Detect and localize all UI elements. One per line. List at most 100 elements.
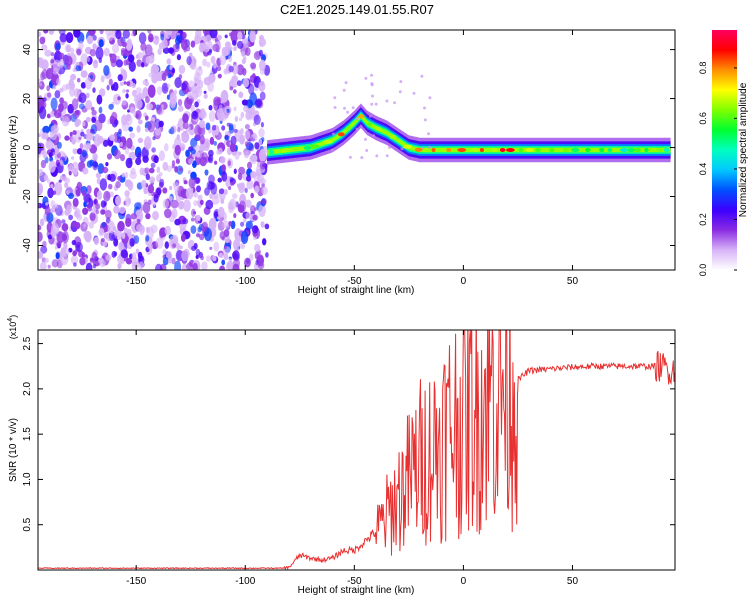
noise-blob bbox=[39, 218, 45, 227]
noise-blob bbox=[132, 89, 137, 97]
noise-blob bbox=[218, 252, 224, 258]
noise-blob bbox=[173, 182, 180, 192]
noise-blob bbox=[240, 242, 246, 250]
noise-blob bbox=[117, 74, 123, 82]
noise-blob bbox=[80, 53, 89, 66]
noise-blob bbox=[142, 79, 148, 86]
ridge-peak bbox=[423, 148, 430, 152]
noise-blob bbox=[75, 65, 82, 72]
noise-blob bbox=[186, 262, 194, 270]
noise-blob bbox=[73, 88, 81, 98]
noise-blob bbox=[181, 39, 188, 50]
noise-blob bbox=[121, 99, 127, 106]
noise-blob bbox=[205, 122, 211, 131]
noise-blob bbox=[187, 170, 192, 175]
colorbar-ticks: 0.0 0.2 0.4 0.6 0.8 bbox=[698, 62, 737, 276]
spectrogram-y-label: Frequency (Hz) bbox=[8, 116, 19, 185]
noise-blob bbox=[55, 252, 60, 260]
noise-blob bbox=[164, 208, 172, 219]
noise-blob bbox=[162, 198, 170, 209]
noise-blob bbox=[40, 159, 47, 169]
noise-blob bbox=[124, 147, 130, 155]
noise-blob bbox=[251, 225, 259, 234]
noise-blob bbox=[229, 143, 236, 153]
noise-blob bbox=[226, 260, 234, 270]
noise-blob bbox=[61, 116, 70, 127]
noise-blob bbox=[194, 101, 199, 108]
scatter-dot bbox=[428, 96, 432, 100]
noise-blob bbox=[135, 209, 144, 223]
noise-blob bbox=[221, 259, 226, 266]
noise-blob bbox=[250, 62, 257, 70]
noise-blob bbox=[196, 214, 201, 222]
noise-blob bbox=[63, 243, 68, 250]
noise-blob bbox=[122, 88, 127, 94]
noise-blob bbox=[233, 46, 237, 52]
noise-blob bbox=[153, 193, 159, 203]
noise-blob bbox=[228, 65, 234, 73]
noise-blob bbox=[227, 160, 231, 167]
noise-blob bbox=[228, 198, 237, 211]
noise-blob bbox=[58, 52, 65, 59]
noise-blob bbox=[233, 106, 237, 112]
noise-blob bbox=[41, 132, 49, 140]
noise-blob bbox=[254, 142, 260, 150]
noise-blob bbox=[233, 123, 236, 130]
noise-blob bbox=[72, 148, 78, 155]
noise-blob bbox=[176, 54, 181, 61]
noise-blob bbox=[83, 193, 91, 203]
noise-blob bbox=[216, 216, 220, 220]
noise-blob bbox=[238, 117, 243, 121]
colorbar: 0.0 0.2 0.4 0.6 0.8 Normalized spectral ampl… bbox=[698, 30, 749, 276]
scatter-dot bbox=[331, 132, 335, 136]
noise-blob bbox=[38, 203, 41, 208]
noise-blob bbox=[39, 261, 47, 270]
noise-blob bbox=[98, 39, 104, 48]
noise-blob bbox=[121, 172, 126, 178]
noise-blob bbox=[59, 159, 64, 166]
noise-blob bbox=[147, 30, 152, 34]
noise-blob bbox=[40, 245, 48, 254]
noise-blob bbox=[70, 135, 76, 145]
noise-blob bbox=[54, 90, 61, 99]
noise-blob bbox=[255, 259, 259, 266]
noise-blob bbox=[60, 254, 69, 266]
noise-blob bbox=[38, 82, 43, 87]
noise-blob bbox=[137, 251, 143, 259]
colorbar-tick-label: 0.6 bbox=[698, 112, 708, 125]
noise-blob bbox=[50, 52, 55, 57]
noise-blob bbox=[107, 220, 115, 234]
noise-blob bbox=[50, 111, 56, 118]
noise-blob bbox=[113, 119, 119, 126]
noise-blob bbox=[135, 98, 143, 110]
noise-blob bbox=[71, 98, 79, 110]
noise-blob bbox=[120, 67, 124, 73]
noise-blob bbox=[113, 149, 121, 160]
noise-blob bbox=[145, 127, 149, 133]
noise-blob bbox=[73, 30, 81, 38]
noise-blob bbox=[194, 76, 200, 84]
noise-blob bbox=[188, 158, 194, 165]
noise-blob bbox=[93, 236, 99, 246]
spectrogram-x-axis: -150 -100 -50 0 50 bbox=[126, 30, 578, 287]
scatter-dot bbox=[364, 137, 367, 141]
noise-blob bbox=[72, 68, 76, 73]
noise-blob bbox=[74, 118, 82, 126]
noise-blob bbox=[127, 38, 132, 44]
noise-blob bbox=[245, 211, 251, 220]
noise-blob bbox=[81, 150, 88, 158]
y-tick-label: 1.0 bbox=[22, 472, 33, 486]
noise-blob bbox=[53, 59, 61, 72]
noise-blob bbox=[89, 212, 96, 221]
noise-blob bbox=[117, 220, 125, 232]
x-tick-label: -50 bbox=[347, 276, 362, 287]
noise-blob bbox=[228, 186, 232, 190]
noise-blob bbox=[148, 243, 153, 251]
noise-blob bbox=[95, 172, 102, 179]
noise-blob bbox=[217, 34, 222, 41]
noise-blob bbox=[91, 251, 98, 261]
noise-blob bbox=[238, 166, 246, 175]
noise-blob bbox=[109, 173, 116, 182]
noise-blob bbox=[214, 130, 219, 136]
noise-blob bbox=[190, 104, 195, 113]
